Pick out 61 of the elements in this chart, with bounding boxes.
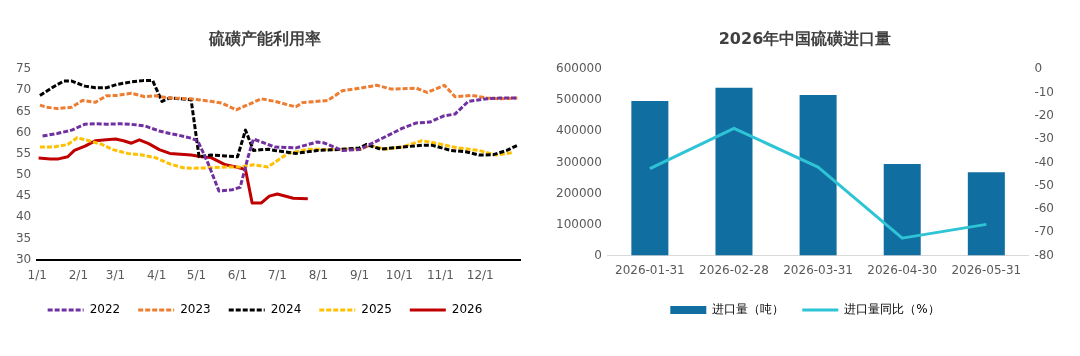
y-tick-label: 400000 [556,123,602,138]
bar [631,100,669,256]
x-tick-label: 7/1 [267,267,287,282]
y-tick-label: 40 [15,209,32,224]
x-tick-label: 12/1 [466,267,494,282]
y-tick-label: 65 [15,103,32,118]
legend-label: 2026 [451,302,483,317]
y-tick-label: 100000 [556,216,602,231]
x-tick-label: 3/1 [105,267,126,282]
x-tick-label: 10/1 [385,267,413,282]
bar [883,163,921,256]
y-tick-label: 35 [15,230,32,245]
y-tick-label: 70 [15,82,32,97]
x-tick-label: 2026-02-28 [699,262,769,277]
y2-tick-label: -30 [1034,131,1055,146]
x-tick-label: 2026-05-31 [951,262,1022,277]
y-tick-label: 500000 [556,92,602,107]
x-tick-label: 2026-04-30 [867,262,938,277]
y-tick-label: 0 [594,247,602,262]
y-tick-label: 45 [15,188,32,203]
y2-tick-label: -60 [1034,201,1055,216]
x-tick-label: 4/1 [146,267,167,282]
bar [715,87,753,256]
line-series [38,136,515,170]
y-tick-label: 55 [15,145,32,160]
legend-label: 2022 [89,302,121,317]
chart-title: 硫磺产能利用率 [208,28,321,48]
y2-tick-label: 0 [1034,61,1043,76]
y-tick-label: 60 [15,124,32,139]
x-tick-label: 1/1 [27,267,47,282]
line-series [38,79,519,159]
legend-label: 进口量同比（%） [844,302,940,317]
bar [799,94,837,256]
y-tick-label: 30 [15,251,32,266]
bar [967,172,1005,256]
y-tick-label: 600000 [556,61,602,76]
line-series [41,96,519,193]
x-tick-label: 6/1 [227,267,248,282]
y2-tick-label: -50 [1034,177,1055,192]
y2-tick-label: -40 [1034,154,1055,169]
line-series [38,83,519,112]
x-tick-label: 2/1 [68,267,89,282]
y2-tick-label: -70 [1034,224,1055,239]
y2-tick-label: -20 [1034,107,1055,122]
x-tick-label: 2026-01-31 [614,262,685,277]
y2-tick-label: -80 [1034,247,1055,262]
y-tick-label: 300000 [556,154,602,169]
legend-label: 进口量（吨） [712,302,785,317]
x-tick-label: 9/1 [349,267,370,282]
y-tick-label: 75 [15,61,32,76]
x-tick-label: 8/1 [308,267,329,282]
x-tick-label: 2026-03-31 [783,262,853,277]
x-tick-label: 11/1 [426,267,454,282]
y2-tick-label: -10 [1034,84,1055,99]
legend-label: 2023 [180,302,211,317]
legend-label: 2025 [361,302,392,317]
y-tick-label: 50 [15,167,32,182]
y-tick-label: 200000 [556,185,602,200]
legend-label: 2024 [270,302,302,317]
chart-title: 2026年中国硫磺进口量 [718,28,892,48]
x-tick-label: 5/1 [186,267,207,282]
